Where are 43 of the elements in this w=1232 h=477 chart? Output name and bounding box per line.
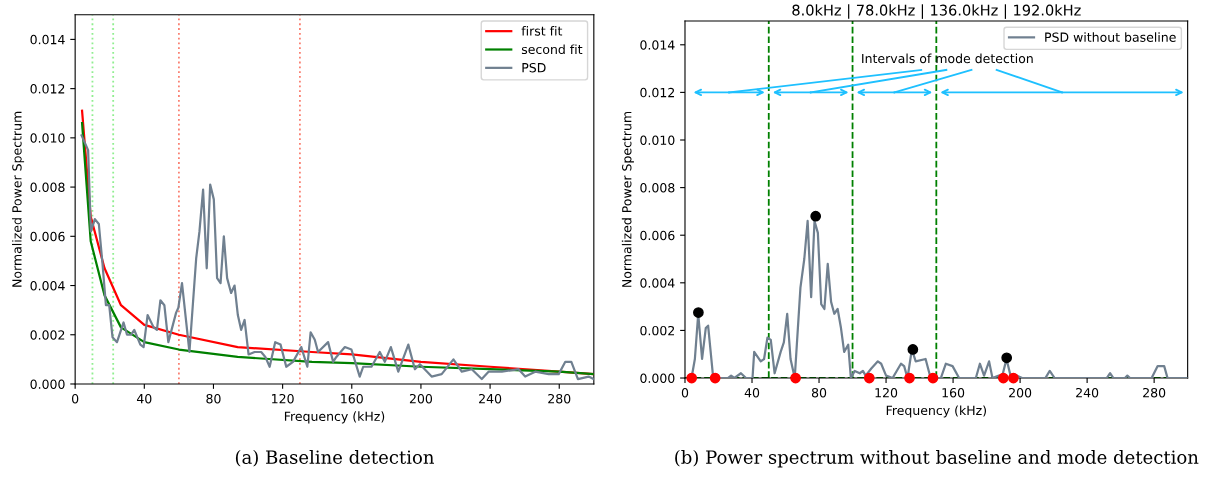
legend-label: first fit (521, 26, 563, 36)
x-tick-label: 40 (136, 393, 152, 404)
x-tick-label: 160 (942, 387, 965, 398)
y-tick-label: 0.002 (30, 330, 65, 340)
y-tick-label: 0.012 (640, 87, 675, 98)
text: (a) Baseline detection (235, 449, 434, 467)
x-tick-label: 120 (875, 387, 898, 398)
x-tick-label: 80 (206, 393, 221, 404)
legend-label: PSD (522, 62, 546, 73)
x-tick-label: 200 (1009, 387, 1032, 398)
legend-label: PSD without baseline (1045, 32, 1176, 42)
y-tick-label: 0.010 (30, 133, 65, 143)
x-tick-label: 0 (681, 387, 689, 398)
y-tick-label: 0.004 (640, 278, 675, 288)
x-tick-label: 120 (272, 393, 294, 404)
y-tick-label: 0.012 (30, 84, 65, 94)
x-tick-label: 40 (744, 387, 760, 398)
x-tick-label: 240 (1076, 387, 1099, 398)
x-tick-label: 240 (479, 393, 502, 404)
chart-title: 8.0kHz | 78.0kHz | 136.0kHz | 192.0kHz (792, 4, 1081, 19)
y-axis-title: Normalized Power Spectrum (11, 111, 25, 287)
text: (b) Power spectrum without baseline and mode detection (675, 449, 1199, 468)
y-tick-label: 0.006 (640, 230, 675, 241)
y-tick-label: 0.002 (640, 325, 675, 336)
x-tick-label: 280 (548, 393, 571, 404)
y-tick-label: 0.014 (640, 40, 675, 50)
y-tick-label: 0.008 (640, 183, 675, 193)
y-tick-label: 0.000 (640, 373, 675, 383)
x-tick-label: 80 (811, 387, 827, 398)
y-tick-label: 0.008 (30, 182, 65, 193)
x-tick-label: 200 (409, 393, 433, 404)
x-axis-title: Frequency (kHz) (284, 411, 385, 424)
y-tick-label: 0.014 (30, 34, 65, 45)
y-tick-label: 0.010 (640, 135, 675, 145)
legend-label: second fit (521, 44, 583, 55)
x-tick-label: 280 (1143, 387, 1166, 398)
y-tick-label: 0.000 (30, 379, 65, 389)
y-axis-title: Normalized Power Spectrum (621, 111, 634, 287)
y-tick-label: 0.006 (30, 231, 65, 242)
y-tick-label: 0.004 (30, 281, 65, 291)
x-tick-label: 0 (72, 393, 79, 404)
x-axis-title: Frequency (kHz) (886, 405, 986, 418)
x-tick-label: 160 (341, 393, 363, 404)
